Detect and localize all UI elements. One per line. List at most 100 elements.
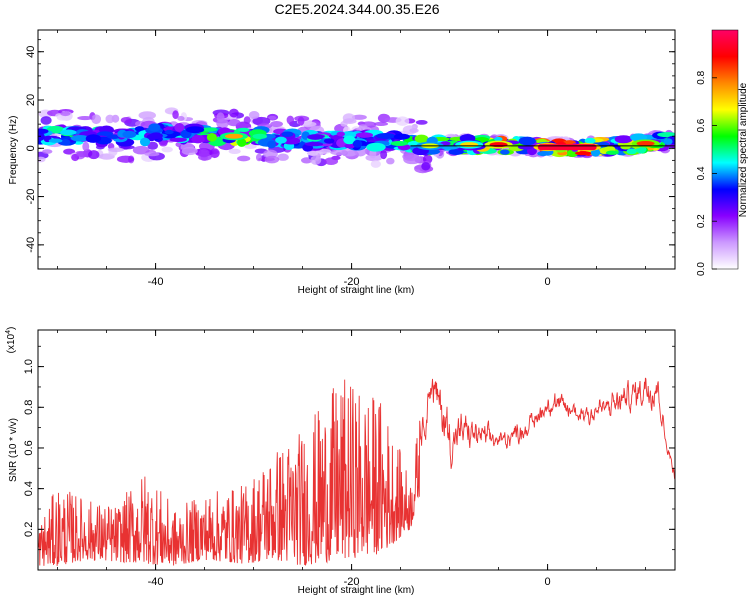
spectrogram-peak [636, 140, 655, 146]
spectrogram-cell [147, 141, 159, 150]
spectrogram-cell [132, 145, 150, 155]
spectrogram-cell [148, 123, 161, 132]
spectrogram-cell [116, 155, 135, 163]
spectrogram-peak [460, 142, 479, 148]
spectrogram-cell [264, 155, 280, 164]
spectrogram-cell [323, 138, 335, 144]
spectrogram-cell [606, 150, 619, 155]
spectrogram-cell [376, 132, 396, 139]
spectrogram-cell [70, 135, 90, 142]
snr-x-axis-label: Height of straight line (km) [298, 585, 415, 596]
spectrogram-cell [393, 133, 410, 140]
colorbar-tick-label: 0.6 [696, 118, 707, 132]
spectrogram-peak-band [537, 144, 597, 151]
spectrogram-cell [614, 135, 633, 144]
snr-y-tick-label: 0.6 [23, 440, 35, 455]
spectrogram-cell [76, 151, 91, 158]
spectrogram-cell [414, 134, 429, 143]
colorbar-tick-label: 0.8 [696, 70, 707, 84]
spectrogram-cell [305, 141, 324, 147]
spectrogram-cell [229, 108, 239, 118]
spectrogram-cell [395, 116, 410, 126]
spectrogram-cell [172, 110, 179, 120]
spectrogram-cell [139, 137, 151, 147]
snr-y-tick-label: 1.0 [23, 359, 35, 374]
spectrogram-cell [198, 148, 210, 158]
spectrogram-cell [60, 111, 71, 117]
snr-panel: -40 -20 0 0.2 0.4 0.6 0.8 1.0 Height of straig… [5, 327, 676, 596]
colorbar-gradient [712, 30, 738, 269]
spectrogram-cell [77, 115, 93, 121]
spectrogram-cell [63, 148, 76, 155]
spectrogram-cell [386, 157, 395, 165]
spectrogram-cell [185, 126, 205, 134]
spectrogram-cell [620, 144, 631, 150]
snr-x-axis: -40 -20 0 [57, 330, 646, 588]
spectrogram-cell [174, 123, 185, 132]
spectrogram-cell [71, 153, 80, 162]
spectrogram-cell [107, 134, 120, 140]
spectrogram-peak [489, 142, 508, 148]
spectrogram-cell [238, 127, 250, 132]
spectrogram-cell [275, 136, 287, 144]
spectrogram-cell [324, 157, 339, 166]
spectrogram-cell [237, 155, 251, 162]
spectrogram-cell [237, 138, 247, 147]
snr-y-multiplier: (x104) [5, 327, 17, 354]
spectrogram-cell [330, 149, 348, 156]
snr-y-tick-label: 0.4 [23, 481, 35, 496]
spectrogram-cell [40, 116, 52, 125]
spectrogram-cell [286, 115, 295, 125]
colorbar-label: Normalized spectral amplitude [738, 82, 749, 217]
spectrogram-cell [120, 117, 132, 124]
snr-series-line [38, 377, 675, 566]
spectrogram-panel: -40 -20 0 -40 -20 0 20 40 Height of straight l… [8, 29, 676, 296]
spectrogram-cell [226, 118, 241, 127]
chart-title: C2E5.2024.344.00.35.E26 [274, 1, 439, 17]
spectrogram-cell [122, 130, 137, 139]
spectrogram-cell [88, 150, 100, 160]
spectrogram-cell [344, 143, 356, 149]
spectrogram-cell [206, 132, 217, 142]
spectrogram-cell [626, 148, 637, 155]
spectrogram-cell [336, 131, 345, 137]
spectrogram-cell [590, 148, 601, 157]
spectrogram-cell [244, 143, 257, 149]
spectrogram-cell [342, 118, 357, 124]
spectrogram-cell [228, 148, 241, 155]
spectrogram-cell [252, 133, 268, 139]
spectrogram-cell [341, 148, 358, 157]
spectrogram-cell [355, 132, 374, 138]
spectrogram-cell [518, 136, 536, 146]
spectrogram-cell [277, 153, 289, 161]
spectrogram-cell [574, 151, 592, 156]
spectrogram-cell [494, 136, 503, 142]
spectrogram-cell [390, 140, 408, 147]
colorbar-tick-label: 0.0 [696, 262, 707, 276]
spectrogram-cell [209, 148, 220, 159]
spectrogram-cell [297, 116, 305, 126]
spectrogram-cell [270, 120, 283, 127]
spectrogram-y-tick-label: 20 [25, 94, 37, 106]
spectrogram-cell [403, 154, 422, 165]
snr-x-tick-label: -40 [148, 576, 164, 588]
spectrogram-cell [409, 128, 419, 133]
spectrogram-cell [307, 150, 319, 156]
spectrogram-cell [177, 115, 185, 121]
spectrogram-cell [85, 134, 102, 143]
spectrogram-cell [164, 129, 174, 135]
spectrogram-cell [366, 142, 386, 152]
spectrogram-cell [267, 115, 277, 120]
spectrogram-cell [42, 149, 53, 154]
spectrogram-x-tick-label: -20 [344, 276, 360, 288]
snr-y-tick-label: 0.2 [23, 522, 35, 537]
spectrogram-cell [459, 134, 476, 143]
snr-y-axis-label: SNR (10 * v/v) [8, 418, 19, 482]
spectrogram-cell [105, 114, 115, 124]
spectrogram-cell [107, 147, 125, 153]
spectrogram-peak [225, 133, 243, 139]
spectrogram-y-tick-label: 0 [25, 145, 37, 151]
spectrogram-cell [537, 151, 549, 157]
snr-frame [37, 329, 676, 571]
spectrogram-cell [373, 121, 389, 127]
